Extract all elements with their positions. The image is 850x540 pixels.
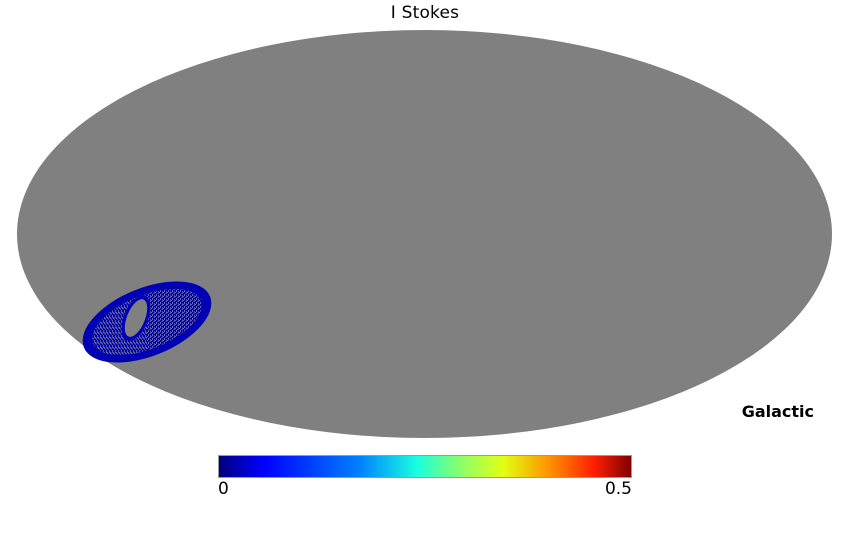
patch-ring-speckle <box>72 270 222 375</box>
sky-data-patch <box>72 270 222 375</box>
colorbar-gradient <box>218 455 632 478</box>
colorbar-min-tick: 0 <box>218 479 229 499</box>
mollweide-ellipse-background <box>17 30 832 438</box>
sky-projection-area <box>17 30 832 438</box>
colorbar-max-tick: 0.5 <box>604 479 632 499</box>
page-title: I Stokes <box>390 3 460 23</box>
colorbar: 0 0.5 <box>218 455 632 505</box>
data-patch-svg <box>72 270 222 375</box>
colorbar-tick-labels: 0 0.5 <box>218 479 632 505</box>
coordinate-system-label: Galactic <box>741 402 814 421</box>
